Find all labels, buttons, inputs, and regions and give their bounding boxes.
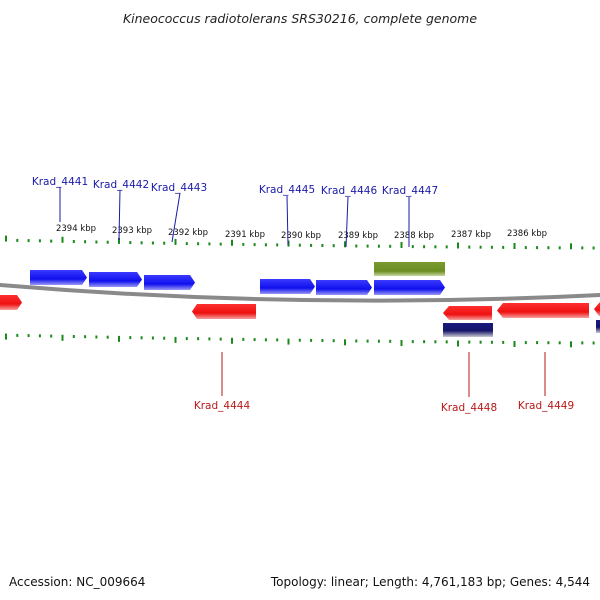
reverse-small-feature[interactable] [443,323,493,337]
forward-gene-labels: Krad_4441 Krad_4442 Krad_4443 Krad_4445 … [32,176,438,197]
scale-label: 2387 kbp [451,230,491,240]
genome-summary: Topology: linear; Length: 4,761,183 bp; … [270,575,590,589]
gene-label-krad-4444[interactable]: Krad_4444 [194,400,251,412]
gene-arrow-krad-4448[interactable] [443,306,492,320]
reverse-strand-genes [0,295,600,337]
accession-label: Accession: NC_009664 [9,575,145,589]
leader-line-krad-4443 [171,192,181,243]
rna-feature[interactable] [374,262,445,276]
gene-label-krad-4443[interactable]: Krad_4443 [151,182,207,194]
gene-label-krad-4441[interactable]: Krad_4441 [32,176,88,188]
reverse-scale-ticks [5,333,595,348]
scale-label: 2386 kbp [507,229,547,239]
gene-arrow-krad-4445[interactable] [260,279,315,294]
scale-label: 2390 kbp [281,231,321,241]
gene-arrow-krad-4441[interactable] [30,270,87,285]
gene-arrow-krad-4443[interactable] [144,275,195,290]
map-title: Kineococcus radiotolerans SRS30216, comp… [123,11,477,26]
gene-label-krad-4447[interactable]: Krad_4447 [382,185,438,197]
leader-line-krad-4445 [286,195,289,246]
scale-label: 2392 kbp [168,228,208,238]
gene-label-krad-4442[interactable]: Krad_4442 [93,179,149,191]
reverse-gene-labels: Krad_4444 Krad_4448 Krad_4449 [194,400,574,414]
leader-line-krad-4442 [118,189,121,241]
reverse-label-leaders [221,352,546,397]
scale-label: 2391 kbp [225,230,265,240]
scale-label: 2389 kbp [338,231,378,241]
leader-line-krad-4446 [345,196,349,248]
gene-arrow-krad-4447[interactable] [374,280,445,295]
gene-label-krad-4449[interactable]: Krad_4449 [518,400,574,412]
scale-labels: 2394 kbp 2393 kbp 2392 kbp 2391 kbp 2390… [56,224,547,241]
gene-arrow-reverse-edge-left[interactable] [0,295,22,310]
scale-label: 2393 kbp [112,226,152,236]
gene-arrow-krad-4449[interactable] [497,303,589,318]
forward-strand-genes [30,262,445,295]
gene-label-krad-4448[interactable]: Krad_4448 [441,402,497,414]
scale-label: 2388 kbp [394,231,434,241]
gene-arrow-krad-4444[interactable] [192,304,256,319]
gene-arrow-krad-4442[interactable] [89,272,142,287]
gene-arrow-reverse-edge-right[interactable] [594,302,600,316]
forward-label-leaders [59,187,410,248]
scale-label: 2394 kbp [56,224,96,234]
genome-backbone [0,283,600,303]
gene-label-krad-4445[interactable]: Krad_4445 [259,184,315,196]
gene-label-krad-4446[interactable]: Krad_4446 [321,185,378,197]
reverse-small-feature-edge[interactable] [596,320,600,333]
gene-arrow-krad-4446[interactable] [316,280,372,295]
